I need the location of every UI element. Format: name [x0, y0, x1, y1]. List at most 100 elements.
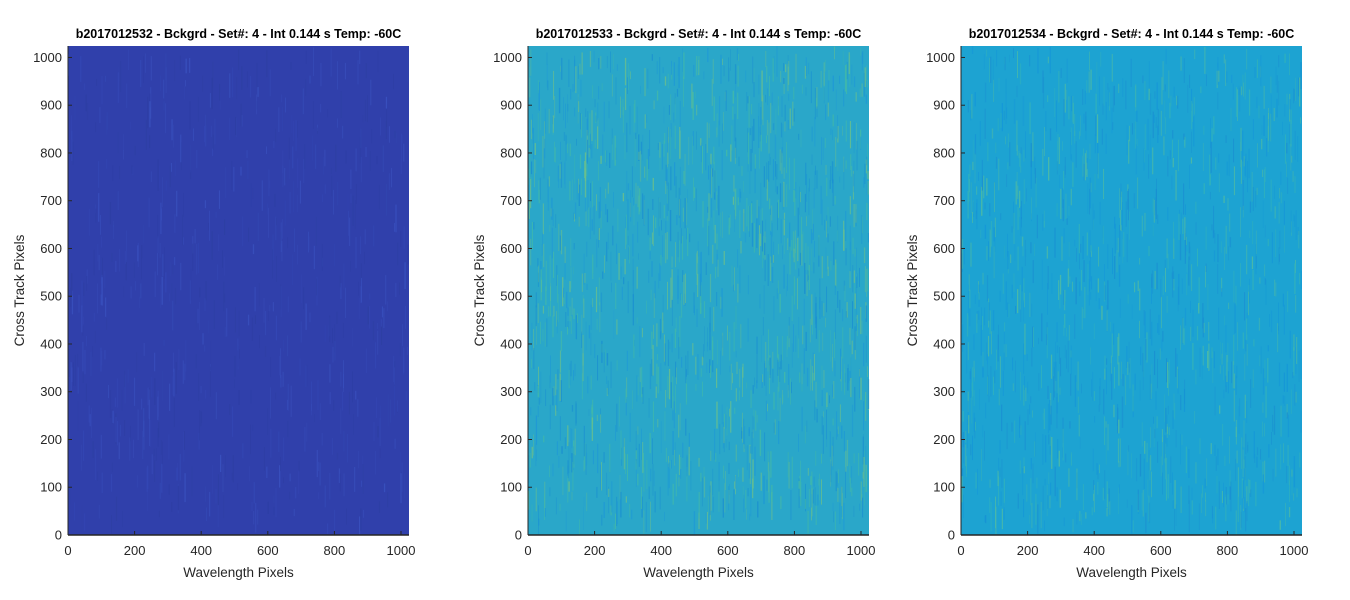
chart-1-heatmap-streak — [361, 277, 362, 303]
chart-3-heatmap-streak — [1143, 149, 1145, 163]
chart-2-heatmap-streak — [703, 476, 706, 498]
chart-2-heatmap-streak — [643, 195, 645, 226]
chart-3-heatmap-streak — [975, 134, 976, 149]
chart-1-heatmap-streak — [218, 234, 220, 251]
chart-2-heatmap-streak — [608, 101, 610, 119]
chart-2-heatmap-streak — [747, 157, 749, 172]
chart-3-heatmap-streak — [1273, 405, 1276, 435]
chart-1-heatmap-streak — [77, 367, 79, 394]
chart-3-heatmap-streak — [1279, 230, 1281, 249]
chart-1-heatmap-streak — [204, 345, 206, 352]
chart-2-heatmap-streak — [573, 370, 574, 381]
chart-2-heatmap-streak — [660, 421, 662, 453]
chart-1-heatmap-streak — [133, 262, 135, 278]
chart-1-y-tick-label: 100 — [40, 480, 62, 495]
chart-2-heatmap-streak — [626, 170, 628, 202]
chart-3-heatmap-streak — [1243, 459, 1245, 469]
chart-3-heatmap-streak — [1041, 313, 1043, 342]
chart-1-heatmap-streak — [399, 343, 401, 357]
chart-3-heatmap-streak — [1142, 490, 1144, 517]
chart-2-heatmap-streak — [597, 126, 599, 149]
chart-2-heatmap-streak — [793, 248, 795, 263]
chart-2-heatmap-streak — [546, 318, 548, 347]
chart-3-heatmap-streak — [1105, 133, 1107, 154]
chart-3-heatmap-streak — [1236, 365, 1238, 379]
chart-2-heatmap-streak — [663, 334, 665, 362]
chart-2-heatmap-streak — [530, 238, 532, 266]
chart-3-heatmap-streak — [1086, 158, 1088, 170]
chart-2-heatmap-streak — [734, 267, 735, 291]
chart-1-heatmap-streak — [268, 169, 270, 197]
chart-3-heatmap-streak — [1267, 345, 1269, 352]
chart-1-heatmap-streak — [209, 93, 212, 108]
chart-2-heatmap-streak — [749, 206, 750, 237]
chart-3-heatmap-streak — [1202, 485, 1203, 498]
chart-3-heatmap-streak — [1275, 448, 1277, 477]
chart-2-heatmap-streak — [743, 494, 745, 513]
chart-2-heatmap-streak — [799, 475, 801, 497]
chart-3-heatmap-streak — [1191, 487, 1193, 512]
chart-3-heatmap-streak — [965, 444, 967, 467]
chart-1-heatmap-streak — [380, 117, 382, 136]
chart-2-heatmap-streak — [814, 88, 816, 120]
chart-2-heatmap-streak — [641, 428, 642, 460]
chart-1-heatmap-streak — [236, 118, 238, 137]
chart-2-heatmap-streak — [606, 376, 608, 384]
chart-1-heatmap-streak — [123, 134, 124, 152]
chart-3-heatmap-streak — [1298, 77, 1300, 97]
chart-3-heatmap-streak — [1184, 136, 1186, 146]
chart-1-heatmap-streak — [289, 473, 291, 482]
chart-3-heatmap-streak — [1286, 404, 1288, 418]
chart-1-heatmap-streak — [182, 360, 184, 384]
chart-3-heatmap-streak — [1139, 380, 1141, 401]
chart-3-heatmap-streak — [1194, 411, 1196, 424]
chart-2-heatmap-streak — [867, 233, 869, 243]
chart-2-heatmap-streak — [787, 238, 789, 250]
chart-3-heatmap-streak — [1244, 394, 1246, 419]
chart-2-heatmap-streak — [583, 425, 585, 457]
chart-3-heatmap-streak — [1145, 512, 1147, 534]
chart-3-heatmap-streak — [1177, 95, 1179, 109]
chart-2-heatmap-streak — [563, 293, 565, 305]
chart-3-heatmap-streak — [1046, 327, 1048, 359]
chart-2-heatmap-streak — [779, 183, 782, 203]
chart-3-heatmap-streak — [1267, 112, 1270, 141]
chart-2-heatmap-streak — [748, 205, 750, 232]
chart-1-heatmap-streak — [340, 91, 342, 118]
chart-1-heatmap-streak — [89, 414, 91, 427]
chart-3-heatmap-streak — [968, 179, 970, 193]
chart-2-heatmap-streak — [550, 283, 552, 302]
chart-2-heatmap-streak — [533, 222, 535, 230]
chart-1-heatmap-streak — [215, 488, 217, 504]
chart-1-heatmap-streak — [259, 335, 260, 349]
chart-2-heatmap-streak — [700, 273, 702, 303]
chart-3-heatmap-streak — [1162, 330, 1164, 342]
chart-2-heatmap-streak — [569, 363, 571, 386]
chart-1-heatmap-streak — [109, 202, 112, 225]
chart-3-heatmap-streak — [1062, 141, 1063, 151]
chart-1-heatmap-streak — [272, 249, 273, 279]
chart-3-heatmap-streak — [1058, 70, 1060, 103]
chart-2-heatmap-streak — [810, 476, 812, 485]
chart-1-heatmap-streak — [204, 126, 205, 143]
chart-3-heatmap-streak — [1299, 273, 1301, 285]
chart-3-heatmap-streak — [1231, 361, 1233, 384]
chart-2-heatmap-streak — [573, 308, 575, 320]
chart-2-heatmap-streak — [860, 481, 862, 501]
chart-2-heatmap-streak — [670, 382, 673, 409]
chart-2-heatmap-streak — [656, 90, 659, 101]
chart-2-heatmap-streak — [638, 253, 639, 260]
chart-3-heatmap-streak — [1134, 121, 1137, 149]
chart-1-heatmap-streak — [168, 293, 171, 302]
chart-1-heatmap-streak — [104, 350, 106, 360]
chart-1-x-tick-label: 600 — [257, 543, 279, 558]
chart-3-heatmap-streak — [1168, 70, 1170, 99]
chart-2-heatmap-streak — [685, 418, 687, 436]
chart-3-heatmap-streak — [1016, 120, 1018, 151]
chart-2-heatmap-streak — [565, 135, 567, 145]
chart-2-heatmap-streak — [588, 409, 590, 416]
chart-2-heatmap-streak — [670, 277, 672, 308]
chart-2-heatmap-streak — [669, 341, 671, 350]
chart-3-heatmap-streak — [1069, 421, 1071, 429]
chart-1-heatmap-streak — [311, 381, 312, 411]
